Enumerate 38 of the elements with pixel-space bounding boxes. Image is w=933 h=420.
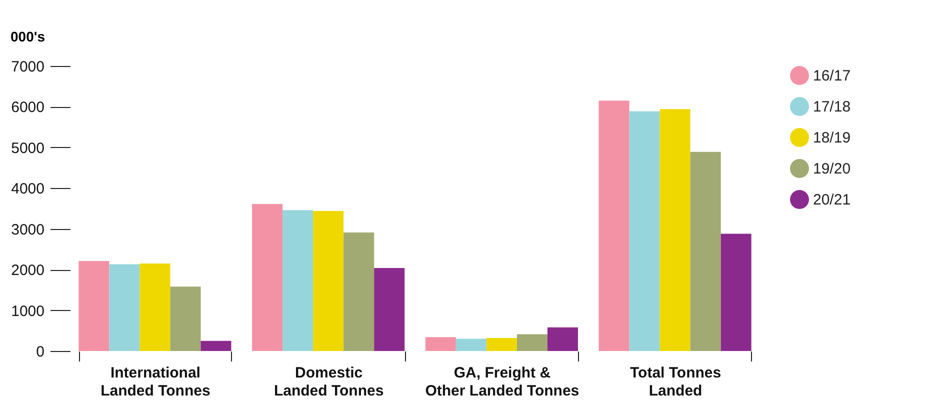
bar: [78, 261, 110, 351]
y-axis-title: 000's: [10, 28, 46, 44]
bar: [516, 334, 548, 351]
bar: [109, 264, 140, 351]
legend-label: 17/18: [813, 98, 851, 116]
bar: [629, 111, 660, 351]
bar: [486, 338, 517, 351]
bar: [598, 100, 630, 351]
x-tick-label: Total Tonnes Landed: [630, 364, 722, 400]
bar: [200, 340, 232, 351]
y-tick-label: 7000: [11, 58, 44, 76]
bar: [374, 268, 405, 351]
bar: [425, 337, 456, 351]
y-tick-label: 0: [36, 344, 44, 360]
legend-label: 16/17: [813, 68, 851, 84]
y-tick-label: 3000: [11, 221, 44, 238]
y-tick-label: 1000: [11, 302, 44, 320]
bar: [170, 286, 201, 351]
legend-label: 18/19: [813, 130, 851, 146]
bar: [140, 263, 170, 351]
y-tick-label: 4000: [11, 180, 44, 198]
bar: [547, 327, 578, 351]
legend-label: 19/20: [813, 160, 851, 178]
bar: [282, 210, 314, 351]
y-tick-label: 5000: [11, 140, 44, 157]
x-tick-label: International Landed Tonnes: [100, 364, 210, 400]
x-tick-label: GA, Freight & Other Landed Tonnes: [425, 364, 580, 400]
y-tick-label: 2000: [11, 262, 44, 280]
bar: [660, 109, 690, 351]
x-tick-label: Domestic Landed Tonnes: [274, 364, 384, 400]
bar: [252, 204, 283, 351]
legend-label: 20/21: [813, 192, 851, 208]
bar: [690, 152, 721, 351]
bar: [344, 232, 374, 351]
bar: [456, 338, 486, 351]
bar: [313, 210, 344, 351]
bar: [720, 234, 752, 351]
y-tick-label: 6000: [11, 99, 44, 116]
